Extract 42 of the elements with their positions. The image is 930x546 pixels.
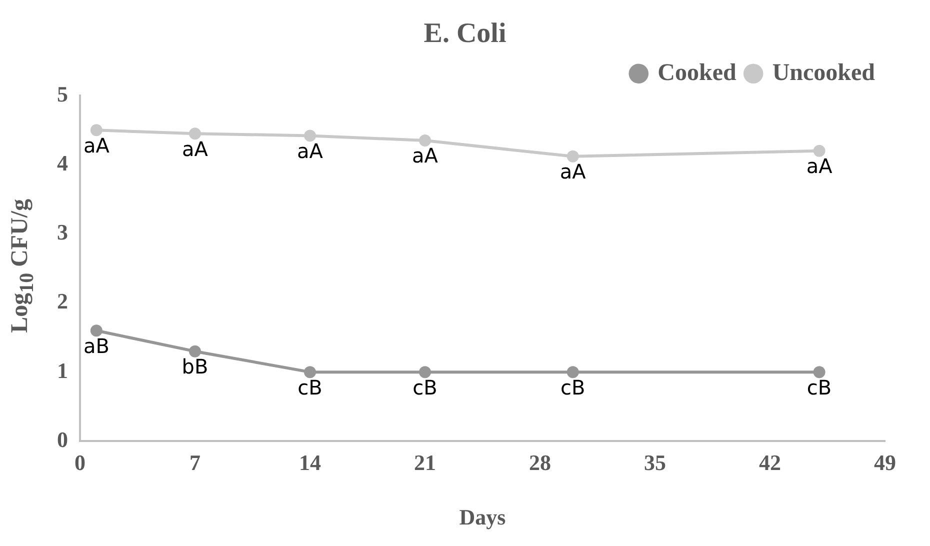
x-tick-label: 35 [644,450,666,476]
x-tick-label: 0 [74,450,86,476]
y-tick-label: 3 [57,220,68,245]
data-label: aA [806,154,833,178]
chart-title: E. Coli [424,18,506,50]
point [304,366,316,378]
point [813,144,826,157]
point [419,366,431,378]
y-tick-label: 4 [57,150,68,176]
point [189,128,201,140]
point [90,324,102,337]
data-label: aA [412,144,438,168]
data-label: aA [560,160,586,184]
point [304,130,316,142]
data-label: cB [412,375,438,400]
y-tick-label: 2 [57,288,68,314]
y-tick-label: 1 [57,358,68,383]
y-tick-label: 0 [57,426,68,452]
x-tick-label: 14 [299,450,321,476]
x-tick-label: 7 [190,450,200,476]
data-label: aA [83,133,110,158]
data-label: aB [83,334,110,358]
point [189,345,201,358]
point [566,366,579,378]
point [419,134,431,147]
x-tick-label: 42 [759,450,781,476]
data-label: aA [297,138,324,163]
legend-label: Cooked [658,60,737,86]
legend-label: Uncooked [772,60,876,86]
point [90,124,102,136]
data-label: cB [806,375,832,400]
x-tick-label: 28 [529,450,551,476]
data-label: cB [560,375,586,400]
data-label: bB [182,354,208,379]
point [566,150,579,162]
x-tick-label: 21 [414,450,436,476]
data-label: aA [182,136,208,161]
x-axis-title: Days [459,504,506,530]
point [813,366,826,378]
y-tick-label: 5 [57,81,68,106]
x-tick-label: 49 [874,450,896,476]
data-label: cB [298,375,322,400]
